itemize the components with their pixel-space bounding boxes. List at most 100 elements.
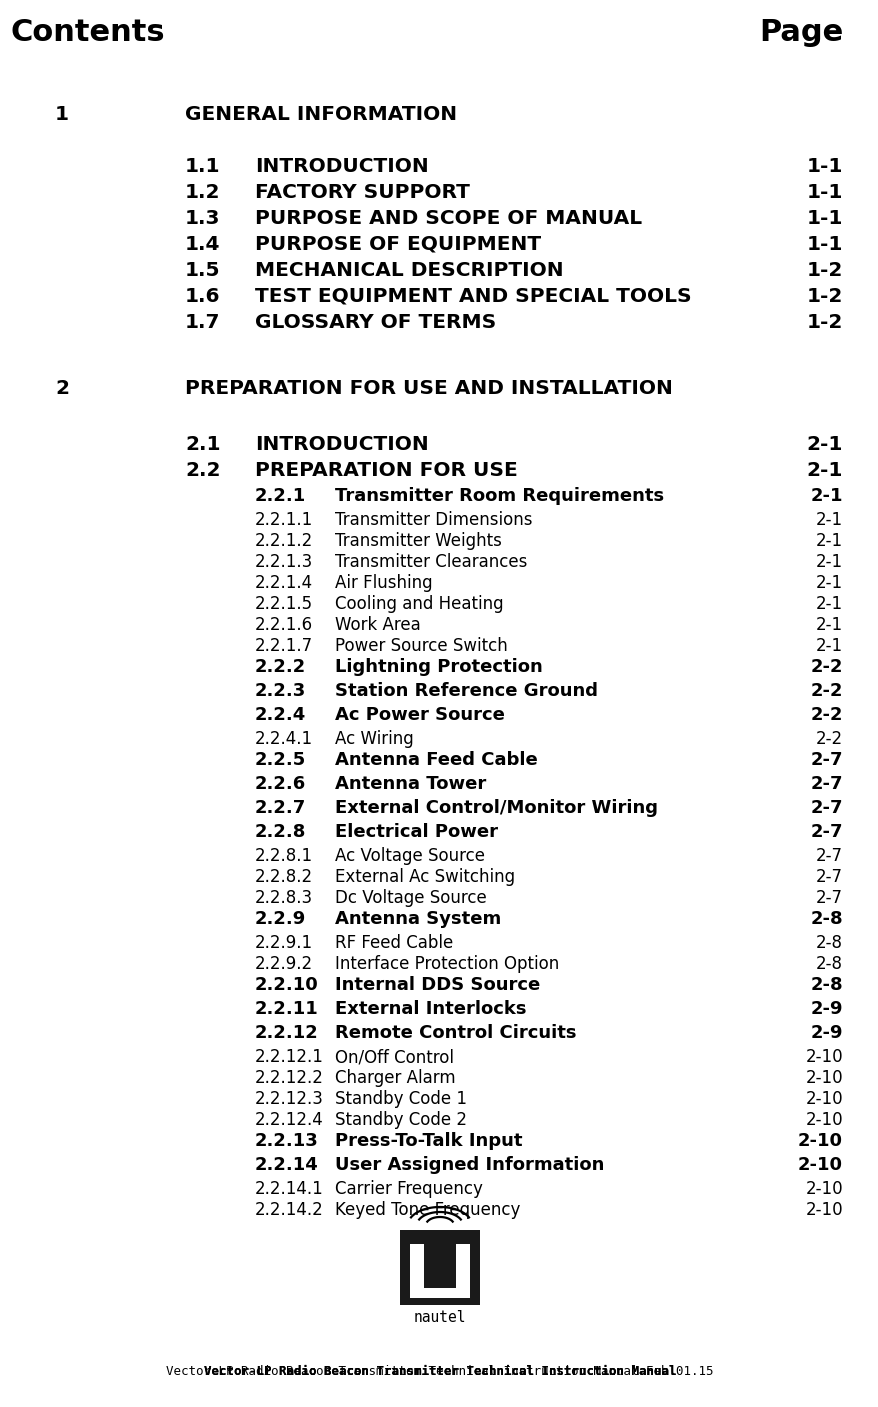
Text: External Ac Switching: External Ac Switching [335, 868, 515, 886]
Text: Vector-LP Radio Beacon Transmitter Technical Instruction Manual Feb.01.15: Vector-LP Radio Beacon Transmitter Techn… [166, 1365, 713, 1377]
Text: Carrier Frequency: Carrier Frequency [335, 1180, 482, 1197]
Text: 2.2.14: 2.2.14 [255, 1157, 319, 1173]
Text: 2.2.1.4: 2.2.1.4 [255, 574, 313, 592]
Text: 2.2.14.2: 2.2.14.2 [255, 1202, 323, 1218]
Text: 2-2: 2-2 [815, 730, 842, 749]
Text: 2-1: 2-1 [815, 637, 842, 656]
Text: 2.2.1: 2.2.1 [255, 487, 306, 505]
Text: 1-2: 1-2 [806, 312, 842, 332]
Text: 2-10: 2-10 [804, 1069, 842, 1088]
Text: 2.2.7: 2.2.7 [255, 799, 306, 817]
Text: 2.2.12: 2.2.12 [255, 1024, 319, 1043]
Text: External Interlocks: External Interlocks [335, 1000, 526, 1019]
Text: On/Off Control: On/Off Control [335, 1048, 453, 1067]
Text: Air Flushing: Air Flushing [335, 574, 432, 592]
Text: 2.2.12.2: 2.2.12.2 [255, 1069, 323, 1088]
Text: 2-1: 2-1 [815, 511, 842, 529]
Text: 2.2.3: 2.2.3 [255, 682, 306, 701]
Text: 2-1: 2-1 [806, 435, 842, 454]
Text: External Control/Monitor Wiring: External Control/Monitor Wiring [335, 799, 658, 817]
Text: Internal DDS Source: Internal DDS Source [335, 976, 540, 993]
Text: Transmitter Dimensions: Transmitter Dimensions [335, 511, 532, 529]
Text: 2.2.9.1: 2.2.9.1 [255, 934, 313, 953]
Bar [423, 1269, 456, 1287]
Text: 2-8: 2-8 [815, 934, 842, 953]
Text: 2.2.8.1: 2.2.8.1 [255, 847, 313, 865]
Text: 1-2: 1-2 [806, 287, 842, 305]
Text: Standby Code 1: Standby Code 1 [335, 1090, 466, 1107]
Text: 2.2.1.3: 2.2.1.3 [255, 553, 313, 571]
Text: 2-8: 2-8 [815, 955, 842, 974]
Text: 1-1: 1-1 [806, 158, 842, 176]
Text: 2-10: 2-10 [804, 1048, 842, 1067]
Text: Transmitter Weights: Transmitter Weights [335, 532, 501, 550]
Text: PREPARATION FOR USE: PREPARATION FOR USE [255, 461, 517, 480]
Text: 2.2.4.1: 2.2.4.1 [255, 730, 313, 749]
Text: 2-1: 2-1 [815, 553, 842, 571]
Text: Contents: Contents [10, 18, 164, 46]
Text: Antenna Tower: Antenna Tower [335, 775, 486, 794]
Text: 1-1: 1-1 [806, 183, 842, 203]
Text: Station Reference Ground: Station Reference Ground [335, 682, 597, 701]
Text: nautel: nautel [414, 1310, 465, 1325]
Text: PURPOSE AND SCOPE OF MANUAL: PURPOSE AND SCOPE OF MANUAL [255, 210, 642, 228]
Text: Ac Voltage Source: Ac Voltage Source [335, 847, 485, 865]
Text: 2-2: 2-2 [810, 706, 842, 725]
Text: INTRODUCTION: INTRODUCTION [255, 158, 428, 176]
Text: Electrical Power: Electrical Power [335, 823, 498, 841]
Text: 2.2.5: 2.2.5 [255, 751, 306, 770]
Text: 2-1: 2-1 [806, 461, 842, 480]
Text: 2.2: 2.2 [184, 461, 220, 480]
Text: 2-7: 2-7 [815, 889, 842, 908]
Text: 2.2.1.7: 2.2.1.7 [255, 637, 313, 656]
Bar [456, 1244, 470, 1297]
Text: GENERAL INFORMATION: GENERAL INFORMATION [184, 106, 457, 124]
Text: Keyed Tone Frequency: Keyed Tone Frequency [335, 1202, 520, 1218]
Text: Interface Protection Option: Interface Protection Option [335, 955, 558, 974]
Text: 1.1: 1.1 [184, 158, 220, 176]
Text: PREPARATION FOR USE AND INSTALLATION: PREPARATION FOR USE AND INSTALLATION [184, 378, 673, 398]
Text: Dc Voltage Source: Dc Voltage Source [335, 889, 486, 908]
Text: Ac Wiring: Ac Wiring [335, 730, 414, 749]
Text: 1.7: 1.7 [184, 312, 220, 332]
Text: 1: 1 [55, 106, 68, 124]
Text: 2-10: 2-10 [797, 1157, 842, 1173]
Text: 2-7: 2-7 [810, 823, 842, 841]
Text: 2-8: 2-8 [810, 976, 842, 993]
Text: Lightning Protection: Lightning Protection [335, 658, 542, 675]
Text: 2.2.10: 2.2.10 [255, 976, 319, 993]
Text: Power Source Switch: Power Source Switch [335, 637, 507, 656]
Text: 2-7: 2-7 [810, 775, 842, 794]
Text: 2.2.12.4: 2.2.12.4 [255, 1112, 323, 1128]
Text: 2.2.1.2: 2.2.1.2 [255, 532, 313, 550]
Text: 2.2.11: 2.2.11 [255, 1000, 319, 1019]
Text: Remote Control Circuits: Remote Control Circuits [335, 1024, 576, 1043]
Text: 2-1: 2-1 [815, 595, 842, 613]
Text: 2.2.8.3: 2.2.8.3 [255, 889, 313, 908]
Text: 2.2.8: 2.2.8 [255, 823, 306, 841]
Text: 2-10: 2-10 [804, 1112, 842, 1128]
Text: 2-9: 2-9 [810, 1000, 842, 1019]
Text: 2.2.1.1: 2.2.1.1 [255, 511, 313, 529]
Text: 2-8: 2-8 [810, 910, 842, 929]
Text: 2-2: 2-2 [810, 682, 842, 701]
Text: 2-7: 2-7 [810, 751, 842, 770]
Text: 2-7: 2-7 [810, 799, 842, 817]
Text: GLOSSARY OF TERMS: GLOSSARY OF TERMS [255, 312, 496, 332]
Text: Vector-LP Radio Beacon Transmitter Technical Instruction Manual: Vector-LP Radio Beacon Transmitter Techn… [204, 1365, 675, 1377]
Text: 1.4: 1.4 [184, 235, 220, 255]
Text: 2-10: 2-10 [804, 1180, 842, 1197]
Text: INTRODUCTION: INTRODUCTION [255, 435, 428, 454]
Text: PURPOSE OF EQUIPMENT: PURPOSE OF EQUIPMENT [255, 235, 541, 255]
Text: Standby Code 2: Standby Code 2 [335, 1112, 466, 1128]
Text: 2.2.1.6: 2.2.1.6 [255, 616, 313, 635]
Text: 2.2.6: 2.2.6 [255, 775, 306, 794]
Text: Antenna Feed Cable: Antenna Feed Cable [335, 751, 537, 770]
Text: 2-10: 2-10 [804, 1090, 842, 1107]
Text: 2-7: 2-7 [815, 847, 842, 865]
Text: Cooling and Heating: Cooling and Heating [335, 595, 503, 613]
Text: Antenna System: Antenna System [335, 910, 500, 929]
Text: 2-10: 2-10 [804, 1202, 842, 1218]
Text: 2.2.4: 2.2.4 [255, 706, 306, 725]
Text: Press-To-Talk Input: Press-To-Talk Input [335, 1133, 522, 1150]
